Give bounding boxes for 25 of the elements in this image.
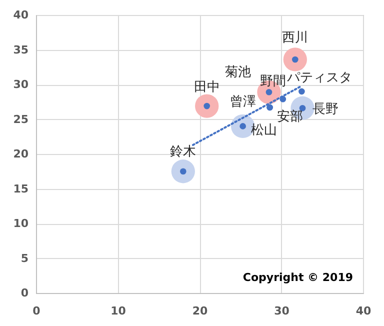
annotation: Copyright © 2019 — [242, 271, 353, 284]
data-label: 野間 — [260, 74, 286, 90]
data-label: 長野 — [312, 102, 339, 118]
data-label: 曾澤 — [230, 94, 256, 110]
y-tick-label: 35 — [13, 43, 28, 56]
x-tick-label: 30 — [274, 304, 290, 318]
data-label: 安部 — [276, 108, 303, 124]
data-label: パティスタ — [286, 70, 352, 86]
data-label: 菊池 — [224, 65, 251, 80]
y-tick-label: 40 — [13, 8, 29, 22]
data-label: 西川 — [282, 30, 308, 46]
y-tick-label: 5 — [20, 252, 28, 265]
y-tick-label: 25 — [13, 112, 28, 126]
data-label: 松山 — [250, 123, 277, 138]
y-tick-label: 0 — [20, 286, 29, 300]
x-tick-label: 40 — [356, 304, 372, 318]
y-tick-label: 20 — [13, 148, 29, 160]
x-tick-label: 10 — [110, 304, 126, 318]
y-tick-label: 10 — [13, 217, 29, 230]
x-tick-label: 0 — [32, 304, 41, 318]
data-label: 田中 — [194, 80, 220, 96]
y-tick-label: 30 — [13, 78, 29, 91]
data-label: 鈴木 — [170, 144, 196, 160]
x-tick-label: 20 — [192, 304, 208, 318]
y-tick-label: 15 — [13, 182, 28, 196]
